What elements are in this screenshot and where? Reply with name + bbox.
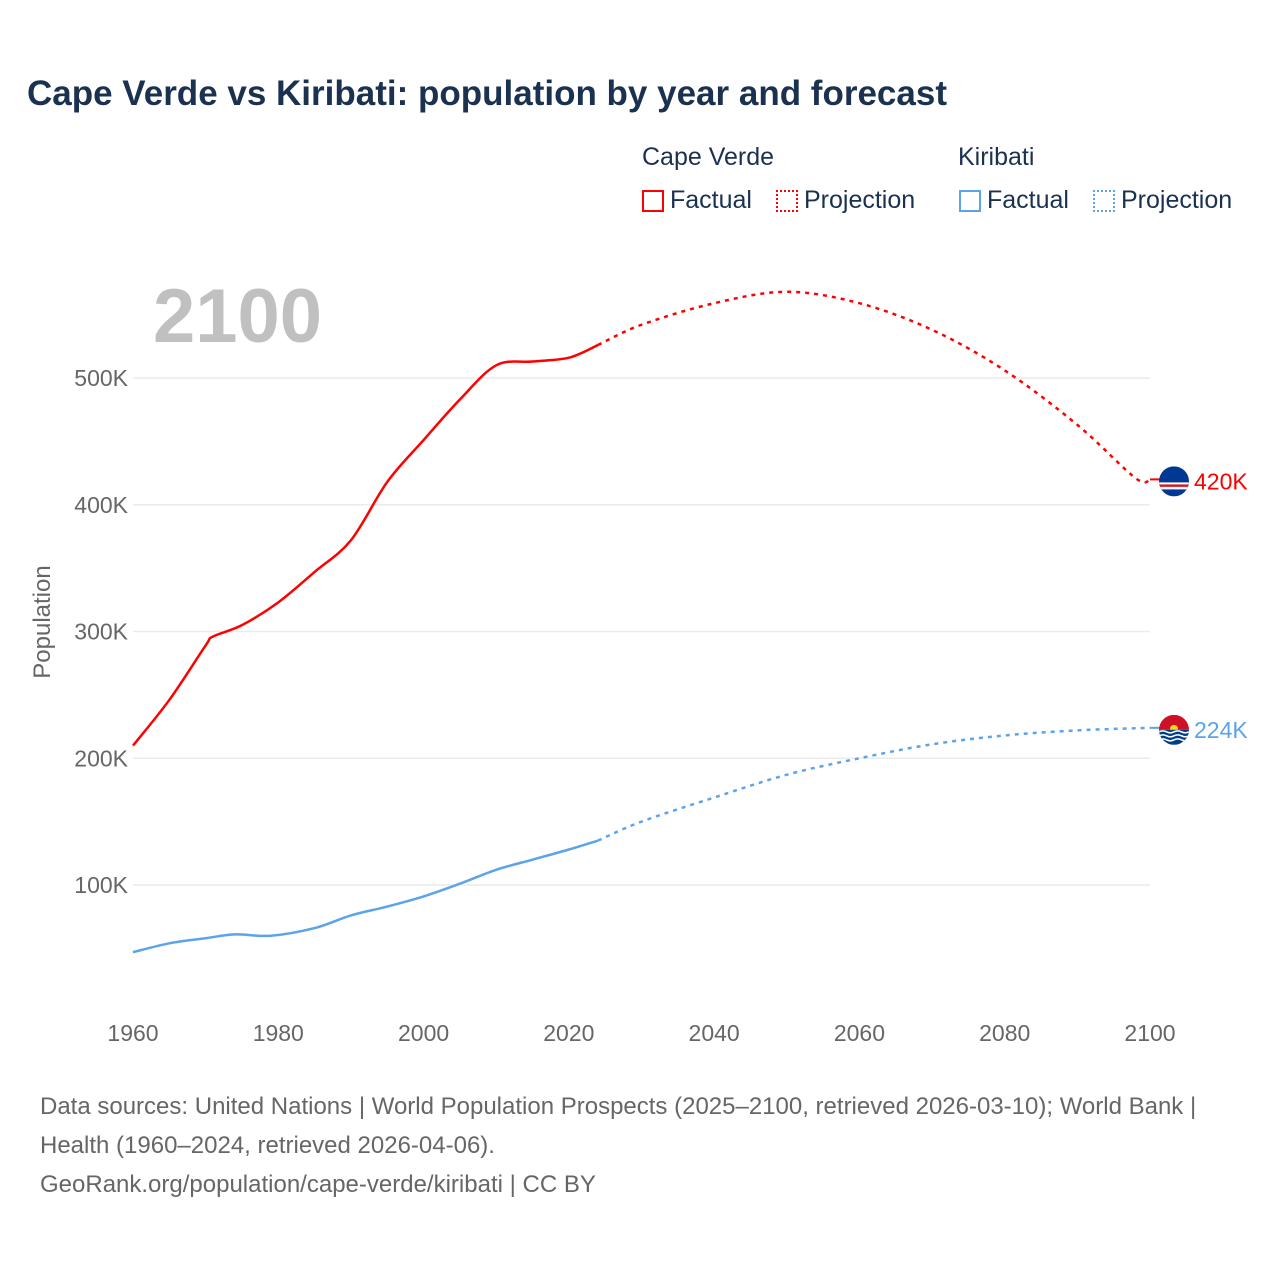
flag-wave bbox=[1159, 734, 1189, 738]
legend-label: Projection bbox=[1121, 186, 1233, 214]
kiribati-factual-line bbox=[132, 839, 599, 954]
x-tick-label: 2040 bbox=[689, 1020, 740, 1046]
y-axis-label: Population bbox=[29, 565, 56, 678]
legend-label: Factual bbox=[670, 186, 752, 214]
legend-kiribati-projection[interactable]: Projection bbox=[1093, 186, 1232, 215]
cape-verde-factual-line bbox=[132, 343, 599, 747]
flag-sea bbox=[1159, 729, 1189, 745]
cape-verde-flag-icon bbox=[1159, 466, 1189, 497]
chart-title: Cape Verde vs Kiribati: population by ye… bbox=[27, 74, 947, 113]
y-tick-label: 200K bbox=[74, 745, 128, 771]
x-tick-label: 2080 bbox=[979, 1020, 1030, 1046]
legend-label: Projection bbox=[804, 186, 916, 214]
legend-swatch-dotted-blue bbox=[1093, 189, 1115, 212]
x-tick-label: 1980 bbox=[253, 1020, 304, 1046]
kiribati-end-label: 224K bbox=[1194, 717, 1248, 743]
flag-wave bbox=[1159, 738, 1189, 742]
x-tick-label: 2020 bbox=[543, 1020, 594, 1046]
y-tick-label: 500K bbox=[74, 365, 128, 391]
cape-verde-projection-line bbox=[597, 290, 1151, 484]
x-tick-label: 2060 bbox=[834, 1020, 885, 1046]
legend-swatch-solid-red bbox=[642, 189, 664, 212]
legend-label: Factual bbox=[987, 186, 1069, 214]
data-sources: Data sources: United Nations | World Pop… bbox=[40, 1093, 1197, 1159]
kiribati-flag-icon bbox=[1159, 714, 1189, 745]
year-overlay: 2100 bbox=[153, 274, 322, 359]
y-tick-label: 300K bbox=[74, 619, 128, 645]
x-tick-label: 2000 bbox=[398, 1020, 449, 1046]
y-tick-label: 400K bbox=[74, 492, 128, 518]
legend-group-kiribati: Kiribati bbox=[958, 143, 1035, 171]
legend-cape-verde-projection[interactable]: Projection bbox=[776, 186, 915, 215]
flag-wave bbox=[1159, 730, 1189, 734]
flag-red bbox=[1159, 714, 1189, 730]
cape-verde-end-label: 420K bbox=[1194, 468, 1248, 494]
x-tick-label: 2100 bbox=[1124, 1020, 1175, 1046]
footer: Data sources: United Nations | World Pop… bbox=[40, 1087, 1240, 1204]
legend-kiribati-factual[interactable]: Factual bbox=[959, 186, 1069, 215]
flag-body bbox=[1159, 714, 1189, 745]
legend-cape-verde-factual[interactable]: Factual bbox=[642, 186, 752, 215]
y-tick-label: 100K bbox=[74, 872, 128, 898]
flag-blue bbox=[1159, 466, 1189, 497]
flag-red-band bbox=[1159, 484, 1189, 487]
kiribati-projection-line bbox=[597, 726, 1151, 842]
x-tick-label: 1960 bbox=[107, 1020, 158, 1046]
line-chart: 2100 Population 100K 200K 300K 400K 500K 1960… bbox=[29, 274, 1248, 1046]
legend-swatch-solid-blue bbox=[959, 189, 981, 212]
legend-swatch-dotted-red bbox=[776, 189, 798, 212]
credit-link[interactable]: GeoRank.org/population/cape-verde/kiriba… bbox=[40, 1171, 596, 1198]
legend-group-cape-verde: Cape Verde bbox=[642, 143, 775, 171]
flag-body bbox=[1159, 466, 1189, 497]
